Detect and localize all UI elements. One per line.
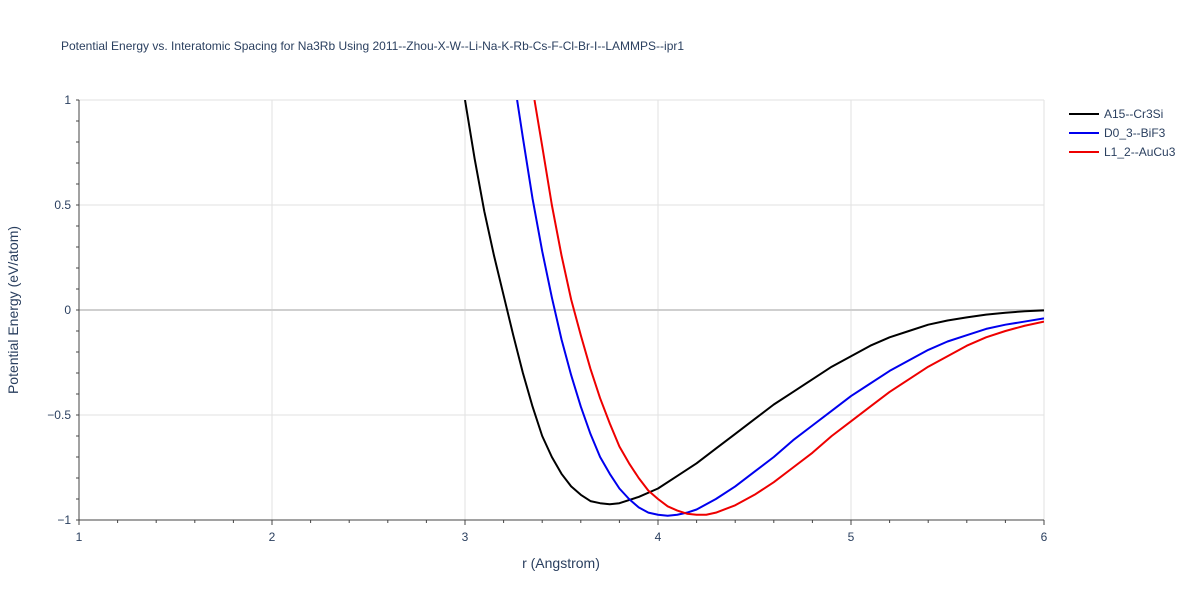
- y-axis-label: Potential Energy (eV/atom): [5, 226, 21, 394]
- y-tick-label: −1: [57, 513, 71, 527]
- series-line-l1-2-aucu3: [533, 100, 1044, 516]
- legend-label: A15--Cr3Si: [1104, 107, 1163, 121]
- series-group: [464, 100, 1044, 517]
- x-axis-label: r (Angstrom): [522, 555, 600, 571]
- legend-label: L1_2--AuCu3: [1104, 145, 1176, 159]
- y-tick-label: 1: [64, 93, 71, 107]
- x-tick-label: 3: [462, 530, 469, 544]
- x-tick-label: 6: [1041, 530, 1048, 544]
- chart-title: Potential Energy vs. Interatomic Spacing…: [61, 39, 684, 53]
- x-tick-label: 5: [848, 530, 855, 544]
- legend: A15--Cr3Si D0_3--BiF3 L1_2--AuCu3: [1069, 107, 1176, 159]
- grid: [79, 99, 1045, 520]
- x-tick-label: 4: [655, 530, 662, 544]
- x-tick-label: 2: [269, 530, 276, 544]
- series-line-d0-3-bif3: [516, 100, 1044, 517]
- y-tick-label: 0.5: [54, 198, 71, 212]
- axes: 1 2 3 4 5 6 −1 −0.5 0 0.5 1: [47, 93, 1047, 544]
- legend-label: D0_3--BiF3: [1104, 126, 1166, 140]
- y-tick-label: 0: [64, 303, 71, 317]
- x-tick-label: 1: [76, 530, 83, 544]
- y-tick-label: −0.5: [47, 408, 71, 422]
- series-line-a15-cr3si: [464, 100, 1044, 506]
